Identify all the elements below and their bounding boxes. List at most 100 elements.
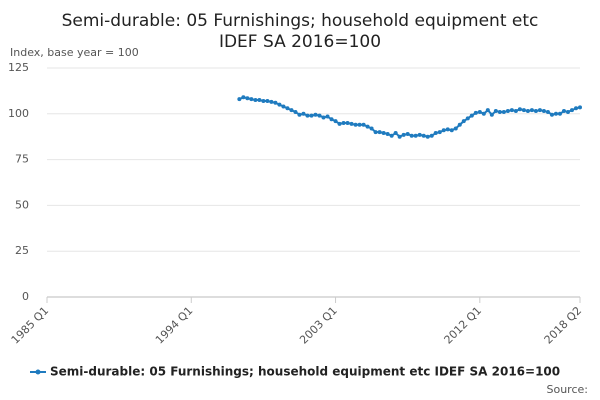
x-tick-label: 1994 Q1	[153, 304, 196, 347]
data-point	[345, 120, 350, 125]
legend-marker	[35, 369, 41, 375]
data-point	[293, 109, 298, 114]
data-point	[257, 98, 262, 103]
data-point	[285, 106, 290, 111]
data-point	[497, 109, 502, 114]
source: Source:	[547, 383, 589, 396]
data-point	[253, 98, 258, 103]
data-point	[441, 128, 446, 133]
data-point	[481, 111, 486, 116]
data-point	[545, 109, 550, 114]
chart-title: IDEF SA 2016=100	[219, 32, 381, 52]
data-point	[325, 114, 330, 119]
data-point	[533, 109, 538, 114]
data-point	[397, 134, 402, 139]
data-point	[313, 112, 318, 117]
data-point	[369, 126, 374, 131]
y-tick-label: 75	[15, 153, 29, 166]
data-point	[461, 119, 466, 124]
data-point	[565, 109, 570, 114]
data-point	[357, 122, 362, 127]
y-tick-label: 25	[15, 244, 29, 257]
data-point	[469, 113, 474, 118]
data-point	[261, 98, 266, 103]
data-point	[569, 108, 574, 113]
data-point	[553, 111, 558, 116]
data-point	[337, 121, 342, 126]
data-point	[509, 108, 514, 113]
y-tick-label: 50	[15, 198, 29, 211]
x-tick-label: 2018 Q2	[542, 304, 585, 347]
y-axis-label: Index, base year = 100	[10, 46, 139, 59]
data-point	[321, 115, 326, 120]
data-point	[489, 112, 494, 117]
data-point	[365, 124, 370, 129]
data-point	[381, 131, 386, 136]
data-point	[241, 95, 246, 100]
data-point	[341, 120, 346, 125]
data-point	[541, 109, 546, 114]
data-point	[333, 119, 338, 124]
data-point	[505, 109, 510, 114]
data-point	[309, 113, 314, 118]
data-point	[525, 109, 530, 114]
data-point	[445, 127, 450, 132]
data-point	[245, 96, 250, 101]
data-point	[281, 104, 286, 109]
data-line	[238, 96, 581, 138]
data-point	[578, 105, 582, 110]
data-point	[385, 131, 390, 136]
data-point	[425, 134, 430, 139]
data-point	[421, 133, 426, 138]
data-point	[429, 133, 434, 138]
data-point	[301, 111, 306, 116]
data-point	[349, 121, 354, 126]
data-point	[457, 122, 462, 127]
data-point	[465, 116, 470, 121]
data-point	[477, 109, 482, 114]
data-point	[389, 133, 394, 138]
y-tick-label: 100	[8, 107, 29, 120]
y-tick-label: 125	[8, 61, 29, 74]
data-point	[405, 131, 410, 136]
data-point	[273, 100, 278, 105]
data-point	[437, 130, 442, 135]
data-point	[269, 99, 274, 104]
data-point	[289, 108, 294, 113]
data-point	[409, 133, 414, 138]
data-point	[453, 126, 458, 131]
data-point	[305, 113, 310, 118]
data-point	[417, 132, 422, 137]
data-point	[361, 122, 366, 127]
legend-label: Semi-durable: 05 Furnishings; household …	[50, 365, 560, 379]
data-point	[521, 108, 526, 113]
data-point	[473, 110, 478, 115]
y-tick-label: 0	[22, 290, 29, 303]
data-point	[485, 108, 490, 113]
data-point	[265, 98, 270, 103]
data-point	[353, 122, 358, 127]
data-point	[237, 97, 242, 102]
data-point	[493, 109, 498, 114]
data-point	[557, 111, 562, 116]
x-tick-label: 2003 Q1	[297, 304, 340, 347]
data-point	[401, 132, 406, 137]
data-point	[513, 109, 518, 114]
data-point	[517, 107, 522, 112]
data-point	[501, 109, 506, 114]
data-point	[413, 133, 418, 138]
data-point	[317, 113, 322, 118]
data-point	[249, 97, 254, 102]
data-point	[537, 108, 542, 113]
data-point	[277, 102, 282, 107]
chart-title: Semi-durable: 05 Furnishings; household …	[62, 11, 539, 31]
data-point	[561, 109, 566, 114]
data-point	[377, 130, 382, 135]
data-point	[529, 108, 534, 113]
x-tick-label: 1985 Q1	[9, 304, 52, 347]
data-point	[393, 131, 398, 136]
data-point	[329, 117, 334, 122]
data-point	[433, 131, 438, 136]
data-point	[449, 128, 454, 133]
x-tick-label: 2012 Q1	[442, 304, 485, 347]
